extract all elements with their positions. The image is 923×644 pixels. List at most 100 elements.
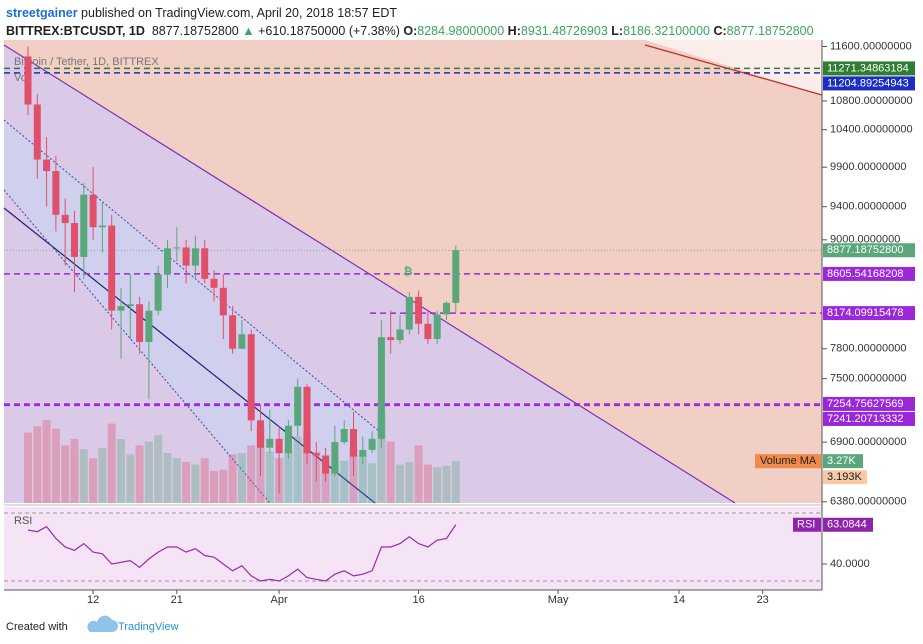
- symbol: BITTREX:BTCUSDT, 1D: [6, 24, 145, 38]
- volume-bar: [172, 458, 181, 503]
- level-label: 8174.09915478: [827, 307, 903, 319]
- level-label: 11271.34863184: [827, 62, 909, 74]
- level-label: 7254.75627569: [827, 398, 903, 410]
- trendline: [644, 44, 823, 96]
- candle-body: [350, 429, 357, 457]
- level-label-bg: [823, 396, 915, 411]
- rsi-tick-label: 40.0000: [830, 558, 870, 570]
- rsi-name-bg: [793, 517, 821, 532]
- candle-body: [154, 274, 162, 311]
- candle-body: [210, 278, 218, 288]
- candle-body: [275, 438, 283, 454]
- volume-bar: [368, 463, 377, 503]
- candle-body: [191, 248, 199, 266]
- candle-body: [294, 386, 302, 426]
- candle-body: [71, 223, 78, 257]
- volume-label: 3.27K: [827, 455, 856, 467]
- volume-bar: [247, 445, 256, 503]
- candle-body: [117, 306, 125, 311]
- candle-body: [340, 429, 348, 443]
- candle-body: [89, 194, 97, 228]
- volume-bar: [98, 447, 107, 503]
- candle-body: [238, 334, 246, 349]
- candle-body: [331, 442, 339, 474]
- volume-bar: [265, 451, 274, 503]
- x-tick-label: 16: [412, 594, 424, 606]
- c-value: 8877.18752800: [726, 24, 814, 38]
- candle-body: [33, 104, 41, 160]
- volume-bar: [135, 445, 144, 503]
- candle-body: [24, 56, 32, 105]
- l-label: L:: [611, 24, 624, 38]
- y-tick-label: 7800.00000000: [830, 343, 906, 355]
- volume-bar: [330, 464, 339, 503]
- candle-body: [415, 296, 423, 324]
- candle-body: [201, 248, 209, 279]
- change: +610.18750000 (+7.38%): [258, 24, 400, 38]
- volume-ma-bg: [755, 454, 821, 469]
- volume-bar: [284, 449, 293, 503]
- volume-bar: [237, 453, 246, 503]
- volume-bar: [414, 445, 423, 503]
- volume-bar: [24, 432, 32, 503]
- candle-body: [247, 334, 255, 421]
- candle-body: [61, 214, 69, 224]
- candle-body: [387, 337, 395, 341]
- l-value: 8186.32100000: [623, 24, 710, 38]
- volume-bar: [154, 435, 163, 503]
- volume-bar: [219, 469, 228, 503]
- y-tick-label: 9900.00000000: [830, 161, 906, 173]
- candle-body: [424, 323, 432, 340]
- level-label: 7241.20713332: [827, 413, 903, 425]
- candle-body: [43, 159, 51, 172]
- candle-body: [229, 315, 237, 349]
- h-value: 8931.48726903: [520, 24, 608, 38]
- x-tick-label: 14: [673, 594, 685, 606]
- candle-body: [52, 171, 60, 215]
- candle-body: [396, 329, 404, 341]
- footer-brand[interactable]: TradingView: [118, 621, 179, 633]
- volume-bar: [70, 439, 79, 503]
- rsi-label-bg: [823, 517, 873, 532]
- volume-bar: [191, 464, 200, 503]
- y-tick-label: 10800.00000000: [830, 95, 913, 107]
- x-tick-label: 21: [171, 594, 183, 606]
- volume-bar: [340, 460, 349, 503]
- candle-body: [284, 425, 292, 454]
- candle-body: [108, 225, 116, 311]
- volume-bar: [61, 445, 70, 503]
- y-tick-label: 7500.00000000: [830, 373, 906, 385]
- candle-body: [266, 438, 274, 448]
- x-tick-label: Apr: [271, 594, 288, 606]
- candle-body: [80, 194, 88, 257]
- level-label-bg: [823, 61, 915, 76]
- volume-bar: [42, 419, 51, 503]
- arrow: ▲: [242, 24, 255, 38]
- level-label-bg: [823, 306, 915, 321]
- volume-bar: [182, 462, 191, 503]
- author[interactable]: streetgainer: [6, 6, 78, 20]
- y-tick-label: 9400.00000000: [830, 201, 906, 213]
- level-label-bg: [823, 76, 915, 91]
- y-tick-label: 11600.00000000: [830, 40, 912, 52]
- volume-bar: [51, 428, 60, 503]
- level-label-bg: [823, 243, 915, 258]
- rsi-legend: RSI: [14, 515, 32, 527]
- candle-body: [303, 386, 311, 454]
- volume-bar: [423, 464, 432, 503]
- rsi-line: [27, 524, 457, 582]
- rsi-name: RSI: [797, 519, 815, 531]
- x-tick-label: 23: [757, 594, 769, 606]
- volume-bar: [33, 426, 42, 503]
- candle-body: [443, 302, 450, 315]
- level-label: 8877.18752800: [827, 244, 903, 256]
- level-label: 11204.89254943: [827, 77, 909, 89]
- candle-body: [126, 304, 134, 307]
- volume-label-bg: [823, 454, 863, 469]
- volume-bar: [377, 410, 386, 503]
- volume-bar: [117, 439, 125, 503]
- volume-bar: [89, 458, 98, 503]
- volume-bar: [144, 441, 153, 503]
- price: 8877.18752800: [151, 24, 239, 38]
- volume-bar: [293, 436, 302, 503]
